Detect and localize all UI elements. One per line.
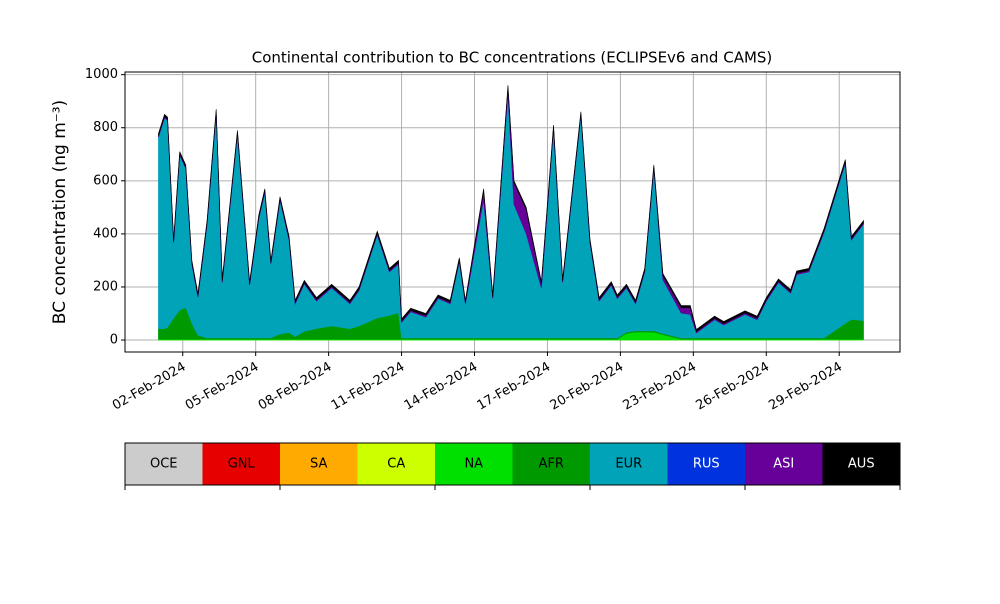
legend-label: SA bbox=[310, 457, 327, 472]
legend-label: OCE bbox=[150, 457, 178, 472]
legend-swatch bbox=[512, 443, 591, 485]
x-tick-label: 11-Feb-2024 bbox=[329, 360, 408, 414]
legend-label: NA bbox=[464, 457, 483, 472]
legend-swatch bbox=[667, 443, 746, 485]
legend-swatch bbox=[357, 443, 436, 485]
legend-label: CA bbox=[387, 457, 405, 472]
x-tick-label: 02-Feb-2024 bbox=[110, 360, 189, 414]
legend-swatch bbox=[590, 443, 668, 485]
y-axis-label: BC concentration (ng m⁻³) bbox=[50, 100, 70, 324]
plot-frame bbox=[124, 71, 901, 353]
legend-swatch bbox=[202, 443, 281, 485]
legend-label: AUS bbox=[848, 457, 875, 472]
area bbox=[158, 85, 864, 333]
legend-label: AFR bbox=[539, 457, 564, 472]
x-tick-label: 05-Feb-2024 bbox=[183, 360, 262, 414]
x-tick-label: 14-Feb-2024 bbox=[402, 360, 481, 414]
x-tick-label: 26-Feb-2024 bbox=[693, 360, 772, 414]
legend-swatch bbox=[822, 443, 901, 485]
x-tick-label: 20-Feb-2024 bbox=[548, 360, 627, 414]
legend-label: EUR bbox=[615, 457, 642, 472]
y-tick-label: 800 bbox=[93, 120, 118, 135]
x-tick-label: 23-Feb-2024 bbox=[621, 360, 700, 414]
x-tick-label: 29-Feb-2024 bbox=[766, 360, 845, 414]
y-tick-label: 1000 bbox=[85, 67, 118, 82]
y-tick-label: 400 bbox=[93, 226, 118, 241]
legend-swatch bbox=[280, 443, 358, 485]
legend-swatch bbox=[125, 443, 203, 485]
x-tick-label: 17-Feb-2024 bbox=[475, 360, 554, 414]
legend-label: ASI bbox=[773, 457, 794, 472]
y-tick-label: 600 bbox=[93, 173, 118, 188]
x-tick-label: 08-Feb-2024 bbox=[256, 360, 335, 414]
legend-label: GNL bbox=[228, 457, 256, 472]
y-tick-label: 0 bbox=[110, 333, 118, 348]
chart-title: Continental contribution to BC concentra… bbox=[252, 49, 773, 67]
legend-swatch bbox=[435, 443, 513, 485]
legend-swatch bbox=[745, 443, 823, 485]
y-tick-label: 200 bbox=[93, 279, 118, 294]
legend-label: RUS bbox=[693, 457, 720, 472]
legend-frame bbox=[124, 442, 901, 486]
